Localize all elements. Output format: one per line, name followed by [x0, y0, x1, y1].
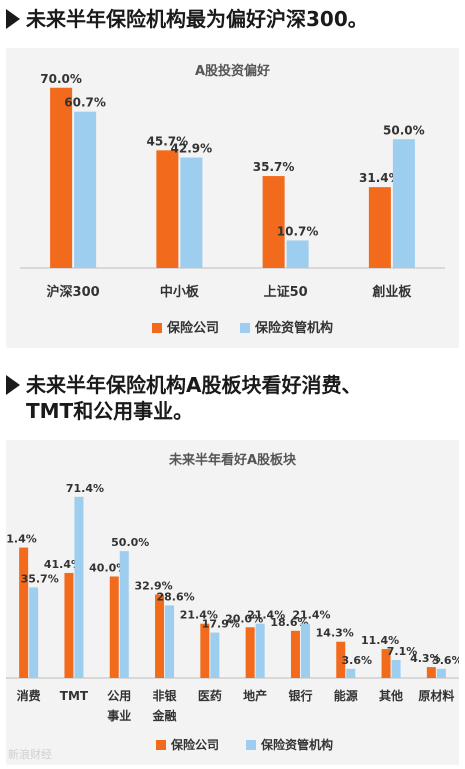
- data-label: 28.6%: [156, 590, 194, 603]
- category-label: 地产: [243, 688, 267, 703]
- bar-insurer: [381, 649, 391, 678]
- bar-insurer: [156, 150, 179, 268]
- bar-asset-manager: [119, 551, 129, 678]
- legend-label: 保险资管机构: [254, 320, 333, 336]
- bar-insurer: [64, 572, 74, 678]
- data-label: 40.0%: [89, 562, 127, 575]
- section2-heading: 未来半年保险机构A股板块看好消费、 TMT和公用事业。: [6, 372, 361, 424]
- bar-asset-manager: [165, 605, 175, 678]
- triangle-bullet-icon: [6, 9, 20, 29]
- category-label: 原材料: [418, 688, 454, 703]
- category-label: 上证50: [264, 285, 308, 300]
- data-label: 4.3%: [410, 652, 441, 665]
- chart2-svg: 未来半年看好A股板块 51.4% 35.7% 消费 41.4% 71.4% TMT 40.0%…: [0, 452, 463, 752]
- bar-asset-manager: [255, 623, 265, 678]
- category-label: 公用: [107, 689, 131, 703]
- chart1-svg: A股投资偏好 70.0% 60.7% 沪深300 45.7%42.9% 中小板 35.7% 1…: [20, 63, 445, 336]
- data-label: 35.7%: [253, 160, 295, 174]
- bar-asset-manager: [286, 240, 309, 268]
- category-label: 創业板: [371, 284, 412, 300]
- chart-title: 未来半年看好A股板块: [168, 452, 297, 468]
- bar-asset-manager: [74, 496, 84, 678]
- data-label: 20.0%: [225, 612, 263, 625]
- category-label: 沪深300: [47, 284, 100, 300]
- bar-insurer: [19, 547, 29, 678]
- chart1-panel: A股投资偏好 70.0% 60.7% 沪深300 45.7% 42.9% 中小板 35.7% 1…: [6, 48, 459, 348]
- legend-swatch: [156, 740, 166, 750]
- bar-insurer: [50, 87, 73, 268]
- data-label: 45.7%: [147, 134, 189, 148]
- data-label: 3.6%: [432, 654, 459, 667]
- data-label: 21.4%: [247, 609, 285, 622]
- data-label: 70.0%: [40, 72, 82, 86]
- legend-label: 保险公司: [166, 320, 219, 336]
- bar-asset-manager: [180, 157, 203, 268]
- bar-asset-manager: [300, 623, 310, 678]
- category-label: 消费: [17, 688, 41, 703]
- bar-asset-manager: [346, 668, 356, 678]
- data-label: 17.9%: [202, 618, 240, 631]
- chart-title: A股投资偏好: [195, 63, 270, 79]
- legend-label: 保险资管机构: [260, 737, 333, 752]
- bar-asset-manager: [392, 139, 415, 268]
- bar-insurer: [109, 576, 119, 678]
- category-label: 能源: [334, 688, 358, 703]
- data-label: 31.4%: [359, 171, 401, 185]
- category-label: 银行: [288, 688, 312, 703]
- category-label: 非银: [153, 688, 178, 703]
- category-label: TMT: [60, 689, 89, 703]
- data-label: 18.6%: [270, 616, 308, 629]
- category-label: 医药: [198, 688, 222, 703]
- bar-insurer: [426, 667, 436, 678]
- bar-asset-manager: [210, 632, 220, 678]
- bar-insurer: [155, 594, 165, 678]
- data-label: 11.4%: [361, 634, 399, 647]
- data-label: 14.3%: [316, 627, 354, 640]
- data-label: 7.1%: [387, 645, 418, 658]
- category-label: 其他: [379, 688, 403, 703]
- chart2-panel: 未来半年看好A股板块 51.4% 35.7% 消费 41.4% 71.4% TMT 40.0%…: [0, 440, 463, 765]
- data-label: 50.0%: [111, 536, 149, 549]
- data-label: 51.4%: [6, 533, 37, 546]
- data-label: 71.4%: [66, 482, 104, 495]
- bar-asset-manager: [29, 587, 39, 678]
- legend-swatch: [240, 323, 250, 333]
- data-label: 21.4%: [292, 609, 330, 622]
- bar-insurer: [262, 176, 285, 268]
- data-label: 3.6%: [341, 654, 372, 667]
- bar-insurer: [200, 623, 210, 678]
- bar-insurer: [245, 627, 255, 678]
- triangle-bullet-icon: [6, 375, 20, 395]
- data-label: 42.9%: [171, 142, 213, 156]
- category-label: 中小板: [160, 284, 200, 300]
- section1-heading: 未来半年保险机构最为偏好沪深300。: [6, 6, 368, 32]
- legend-swatch: [246, 740, 256, 750]
- legend-label: 保险公司: [170, 737, 219, 752]
- watermark: 新浪财经: [8, 748, 52, 761]
- bar-asset-manager: [391, 659, 401, 678]
- bar-insurer: [290, 630, 300, 678]
- data-label: 41.4%: [44, 558, 82, 571]
- bar-insurer: [336, 641, 346, 678]
- data-label: 60.7%: [64, 96, 106, 110]
- data-label: 35.7%: [21, 572, 59, 585]
- category-label: 事业: [107, 708, 131, 723]
- data-label: 32.9%: [134, 580, 172, 593]
- category-label: 金融: [152, 708, 177, 723]
- legend-swatch: [152, 323, 162, 333]
- data-label: 10.7%: [277, 224, 319, 238]
- bar-insurer: [368, 187, 391, 268]
- data-label: 50.0%: [383, 123, 425, 137]
- bar-asset-manager: [436, 668, 446, 678]
- data-label: 21.4%: [180, 609, 218, 622]
- bar-asset-manager: [74, 111, 97, 268]
